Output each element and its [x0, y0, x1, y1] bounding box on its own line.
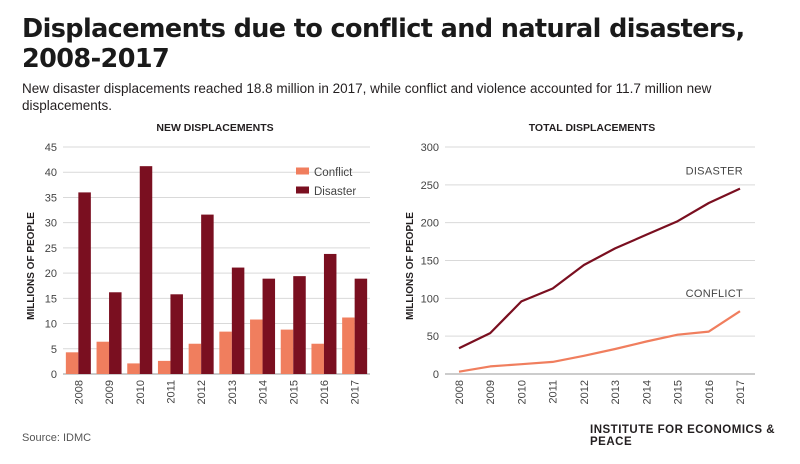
- x-tick-left-2011: 2011: [165, 380, 177, 404]
- y-tick-left-40: 40: [45, 167, 57, 179]
- chart-title: Displacements due to conflict and natura…: [22, 14, 745, 74]
- line-conflict: [458, 310, 741, 373]
- bar-conflict-2009: [96, 341, 110, 374]
- line-disaster: [458, 187, 741, 350]
- x-tick-left-2016: 2016: [319, 380, 331, 404]
- y-tick-right-100: 100: [421, 293, 439, 305]
- panel-title-total-displacements: TOTAL DISPLACEMENTS: [529, 122, 656, 134]
- y-axis-title-right: MILLIONS OF PEOPLE: [405, 212, 416, 320]
- bar-disaster-2015: [293, 276, 306, 374]
- y-tick-right-0: 0: [433, 369, 439, 381]
- y-tick-left-30: 30: [45, 218, 57, 230]
- left-bars: [65, 166, 368, 374]
- y-tick-left-25: 25: [45, 243, 57, 255]
- y-tick-right-250: 250: [421, 180, 439, 192]
- bar-disaster-2016: [323, 253, 337, 374]
- y-tick-left-0: 0: [51, 369, 57, 381]
- x-tick-left-2009: 2009: [104, 380, 116, 404]
- x-tick-right-2011: 2011: [548, 380, 560, 404]
- bar-disaster-2010: [139, 166, 153, 374]
- legend-swatch-disaster: [296, 186, 309, 194]
- x-tick-left-2008: 2008: [73, 380, 85, 404]
- bar-conflict-2011: [157, 360, 171, 374]
- bar-conflict-2008: [65, 352, 79, 374]
- y-tick-left-45: 45: [45, 142, 57, 154]
- x-tick-left-2010: 2010: [135, 380, 147, 404]
- x-tick-right-2009: 2009: [485, 380, 497, 404]
- right-lines: DISASTER CONFLICT: [458, 166, 743, 373]
- right-gridlines: [445, 146, 755, 375]
- y-tick-left-10: 10: [45, 319, 57, 331]
- organization-logo: INSTITUTE FOR ECONOMICS & PEACE: [590, 424, 775, 448]
- source-note: Source: IDMC: [22, 432, 92, 444]
- bar-disaster-2017: [354, 278, 368, 374]
- x-tick-right-2016: 2016: [704, 380, 716, 404]
- bar-conflict-2017: [342, 317, 355, 374]
- bar-disaster-2009: [109, 292, 122, 374]
- bar-disaster-2008: [78, 192, 91, 374]
- x-tick-right-2015: 2015: [673, 380, 685, 404]
- y-tick-left-20: 20: [45, 268, 57, 280]
- bar-disaster-2011: [170, 294, 183, 374]
- x-tick-right-2017: 2017: [735, 380, 747, 404]
- left-legend: Conflict Disaster: [296, 167, 356, 198]
- y-tick-right-200: 200: [421, 218, 439, 230]
- bar-conflict-2010: [127, 363, 140, 374]
- legend-label-disaster: Disaster: [314, 186, 356, 198]
- x-tick-right-2013: 2013: [610, 380, 622, 404]
- x-tick-right-2008: 2008: [454, 380, 466, 404]
- y-tick-right-50: 50: [427, 331, 439, 343]
- right-tick-labels: 0 50 100 150 200 250 300 2008 2009 2010 2011 2012 20…: [421, 142, 747, 404]
- panel-title-new-displacements: NEW DISPLACEMENTS: [156, 122, 273, 134]
- bar-disaster-2012: [201, 214, 214, 374]
- x-tick-left-2013: 2013: [227, 380, 239, 404]
- x-tick-right-2014: 2014: [641, 380, 653, 404]
- bar-disaster-2014: [262, 278, 276, 374]
- y-tick-left-5: 5: [51, 344, 57, 356]
- bar-conflict-2016: [311, 343, 324, 374]
- y-axis-title-left: MILLIONS OF PEOPLE: [26, 212, 37, 320]
- bar-disaster-2013: [231, 267, 245, 374]
- x-tick-right-2012: 2012: [579, 380, 591, 404]
- y-tick-right-150: 150: [421, 256, 439, 268]
- y-tick-right-300: 300: [421, 142, 439, 154]
- y-tick-left-35: 35: [45, 192, 57, 204]
- bar-conflict-2012: [188, 343, 202, 374]
- legend-label-conflict: Conflict: [314, 167, 353, 179]
- left-tick-labels: 0 5 10 15 20 25 30 35 40 45 2008 2009 2010 2011 2012 20…: [45, 142, 362, 404]
- bar-conflict-2015: [280, 329, 294, 374]
- line-label-conflict: CONFLICT: [686, 288, 743, 300]
- bar-conflict-2014: [250, 319, 263, 374]
- legend-swatch-conflict: [296, 167, 309, 175]
- x-tick-left-2014: 2014: [258, 380, 270, 404]
- line-label-disaster: DISASTER: [686, 166, 743, 178]
- x-tick-left-2012: 2012: [196, 380, 208, 404]
- x-tick-left-2015: 2015: [288, 380, 300, 404]
- x-tick-right-2010: 2010: [516, 380, 528, 404]
- bar-conflict-2013: [219, 331, 232, 374]
- x-tick-left-2017: 2017: [350, 380, 362, 404]
- chart-subtitle: New disaster displacements reached 18.8 …: [22, 81, 712, 113]
- y-tick-left-15: 15: [45, 293, 57, 305]
